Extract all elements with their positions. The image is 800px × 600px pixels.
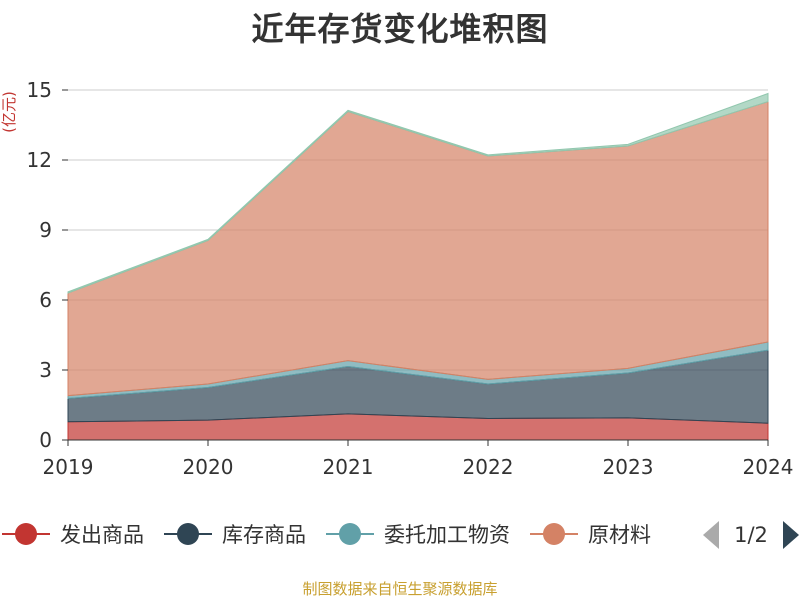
legend-prev-page-icon[interactable] [703, 521, 719, 549]
legend-page-indicator: 1/2 [734, 523, 768, 547]
axes: 0 3 6 9 12 15 (亿元) 2019 2020 2021 2022 2023 2024 [0, 78, 793, 479]
legend-label: 委托加工物资 [384, 523, 510, 547]
y-tick-label: 6 [39, 288, 52, 312]
x-tick-label: 2020 [183, 455, 234, 479]
x-tick-label: 2023 [603, 455, 654, 479]
source-footer: 制图数据来自恒生聚源数据库 [302, 580, 498, 598]
legend-item-委托加工物资[interactable]: 委托加工物资 [326, 523, 510, 547]
legend-item-库存商品[interactable]: 库存商品 [164, 523, 306, 547]
area-原材料 [67, 100, 769, 397]
chart-title: 近年存货变化堆积图 [251, 10, 549, 48]
x-tick-label: 2024 [743, 455, 794, 479]
legend-next-page-icon[interactable] [783, 521, 799, 549]
legend-marker [339, 523, 361, 545]
legend-item-发出商品[interactable]: 发出商品 [2, 523, 144, 547]
stacked-areas [67, 92, 769, 441]
y-tick-label: 9 [39, 218, 52, 242]
y-tick-label: 12 [27, 148, 52, 172]
area-other-series [67, 92, 769, 294]
y-axis-label: (亿元) [0, 91, 18, 133]
legend-marker [177, 523, 199, 545]
x-tick-label: 2022 [463, 455, 514, 479]
legend-marker [15, 523, 37, 545]
legend-label: 库存商品 [222, 523, 306, 547]
legend-item-原材料[interactable]: 原材料 [530, 523, 651, 547]
legend-label: 原材料 [588, 523, 651, 547]
x-tick-label: 2019 [43, 455, 94, 479]
y-tick-label: 3 [39, 358, 52, 382]
y-tick-label: 0 [39, 428, 52, 452]
y-tick-label: 15 [27, 78, 52, 102]
legend-marker [543, 523, 565, 545]
legend: 发出商品 库存商品 委托加工物资 原材料 1/2 [2, 512, 800, 558]
x-tick-label: 2021 [323, 455, 374, 479]
legend-label: 发出商品 [60, 523, 144, 547]
